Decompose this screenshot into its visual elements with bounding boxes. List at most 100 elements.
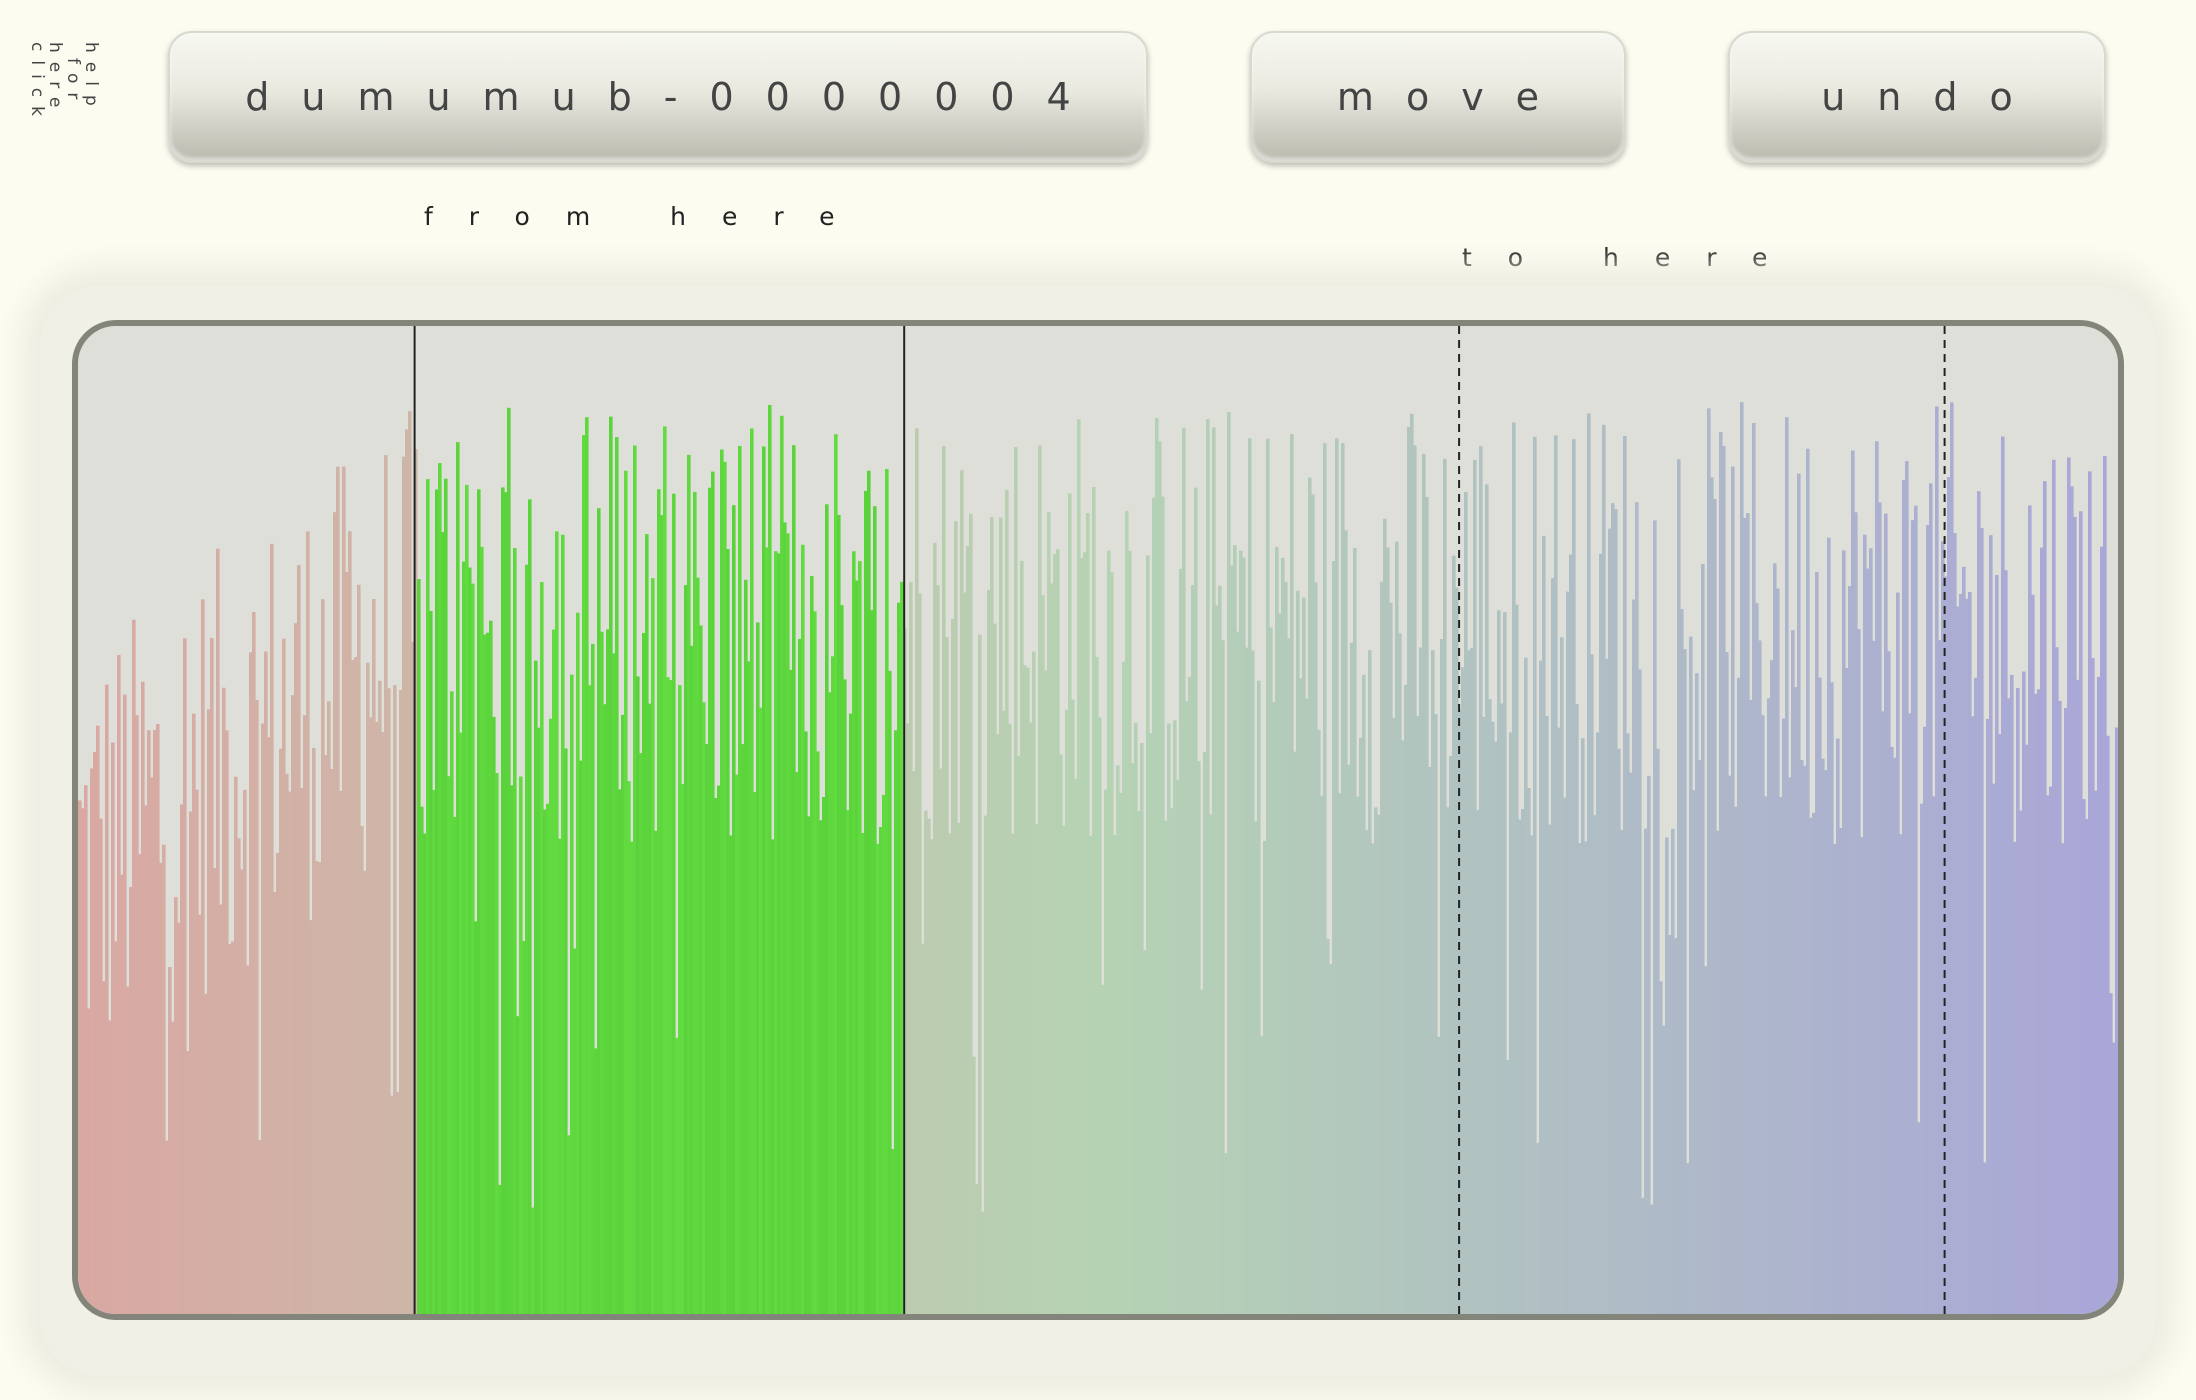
waveform-bar [483, 634, 487, 1314]
waveform-bar [747, 661, 751, 1314]
waveform-bar [708, 487, 712, 1314]
waveform-bar [972, 1056, 976, 1314]
waveform-bar [1881, 711, 1885, 1314]
waveform-bar [1269, 627, 1273, 1314]
waveform-bar [657, 489, 661, 1314]
waveform-chart[interactable] [78, 326, 2118, 1314]
waveform-bar [1101, 984, 1105, 1314]
waveform-bar [1908, 713, 1912, 1314]
waveform-bar [447, 776, 451, 1314]
waveform-bar [441, 532, 445, 1314]
waveform-bar [1911, 520, 1915, 1314]
waveform-bar [1092, 487, 1096, 1314]
waveform-bar [1632, 599, 1636, 1314]
waveform-bar [1533, 436, 1537, 1314]
move-button[interactable]: move [1250, 31, 1626, 163]
waveform-bar [1998, 734, 2002, 1314]
waveform-bar [390, 1095, 394, 1314]
waveform-bar [1608, 528, 1612, 1314]
waveform-bar [1743, 518, 1747, 1314]
waveform-bar [2001, 436, 2005, 1314]
waveform-bar [1257, 680, 1261, 1314]
waveform-bar [2019, 810, 2023, 1314]
waveform-bar [699, 625, 703, 1314]
waveform-bar [966, 545, 970, 1314]
waveform-bar [1902, 480, 1906, 1314]
waveform-bar [1218, 585, 1222, 1314]
waveform-bar [1656, 748, 1660, 1314]
undo-button[interactable]: undo [1728, 31, 2106, 163]
waveform-bar [849, 713, 853, 1314]
waveform-bar [612, 653, 616, 1314]
help-word-here[interactable]: here [45, 42, 65, 117]
help-link-here[interactable]: here [45, 42, 65, 117]
help-link-for[interactable]: for [63, 58, 83, 109]
waveform-bar [567, 1135, 571, 1314]
waveform-bar [453, 816, 457, 1314]
waveform-bar [1767, 698, 1771, 1314]
waveform-bar [1776, 588, 1780, 1314]
waveform-bar [597, 508, 601, 1314]
waveform-bar [396, 1092, 400, 1314]
waveform-bar [840, 605, 844, 1314]
waveform-bar [1299, 678, 1303, 1314]
waveform-bar [153, 729, 157, 1314]
waveform-bar [654, 830, 658, 1314]
waveform-bar [2004, 570, 2008, 1314]
waveform-bar [2022, 671, 2026, 1314]
waveform-bar [1530, 835, 1534, 1314]
waveform-bar [1872, 640, 1876, 1314]
waveform-bar [1668, 935, 1672, 1314]
waveform-bar [105, 684, 109, 1314]
waveform-bar [1032, 651, 1036, 1314]
waveform-bar [255, 699, 259, 1314]
waveform-bar [1797, 473, 1801, 1314]
waveform-bar [417, 579, 421, 1314]
waveform-bar [1407, 427, 1411, 1314]
waveform-frame[interactable] [72, 320, 2124, 1320]
waveform-bar [1506, 1059, 1510, 1314]
waveform-bar [252, 612, 256, 1314]
waveform-bar [1170, 808, 1174, 1314]
waveform-bar [2091, 658, 2095, 1314]
waveform-bar [1785, 417, 1789, 1314]
waveform-bar [1362, 674, 1366, 1314]
waveform-bar [891, 1149, 895, 1314]
waveform-bar [615, 437, 619, 1314]
waveform-bar [813, 611, 817, 1314]
waveform-bar [1317, 729, 1321, 1314]
waveform-bar [777, 553, 781, 1314]
waveform-bar [1014, 446, 1018, 1314]
waveform-bar [2103, 456, 2107, 1314]
waveform-bar [1437, 1036, 1441, 1314]
waveform-bar [159, 862, 163, 1314]
help-word-click[interactable]: click [27, 42, 47, 125]
waveform-bar [501, 487, 505, 1314]
waveform-bar [1053, 554, 1057, 1314]
waveform-bar [579, 760, 583, 1314]
waveform-bar [435, 489, 439, 1314]
waveform-bar [564, 748, 568, 1314]
waveform-bar [1803, 765, 1807, 1314]
waveform-bar [1893, 757, 1897, 1314]
help-link[interactable]: click [27, 42, 47, 125]
waveform-bar [1020, 560, 1024, 1314]
waveform-bar [1026, 667, 1030, 1314]
waveform-bar [1260, 1036, 1264, 1314]
waveform-bar [489, 620, 493, 1314]
waveform-bar [519, 776, 523, 1314]
waveform-bar [186, 1051, 190, 1314]
help-word-help[interactable]: help [81, 42, 101, 115]
waveform-bar [1251, 650, 1255, 1314]
waveform-bar [213, 867, 217, 1314]
filename-button[interactable]: dumumub-0000004 [168, 31, 1148, 163]
waveform-bar [1620, 829, 1624, 1314]
waveform-bar [1815, 572, 1819, 1314]
waveform-bar [1548, 824, 1552, 1314]
waveform-bar [438, 463, 442, 1314]
help-word-for[interactable]: for [63, 58, 83, 109]
waveform-bar [621, 714, 625, 1314]
help-link-help[interactable]: help [81, 42, 101, 115]
waveform-bar [1494, 741, 1498, 1314]
waveform-bar [1959, 594, 1963, 1314]
